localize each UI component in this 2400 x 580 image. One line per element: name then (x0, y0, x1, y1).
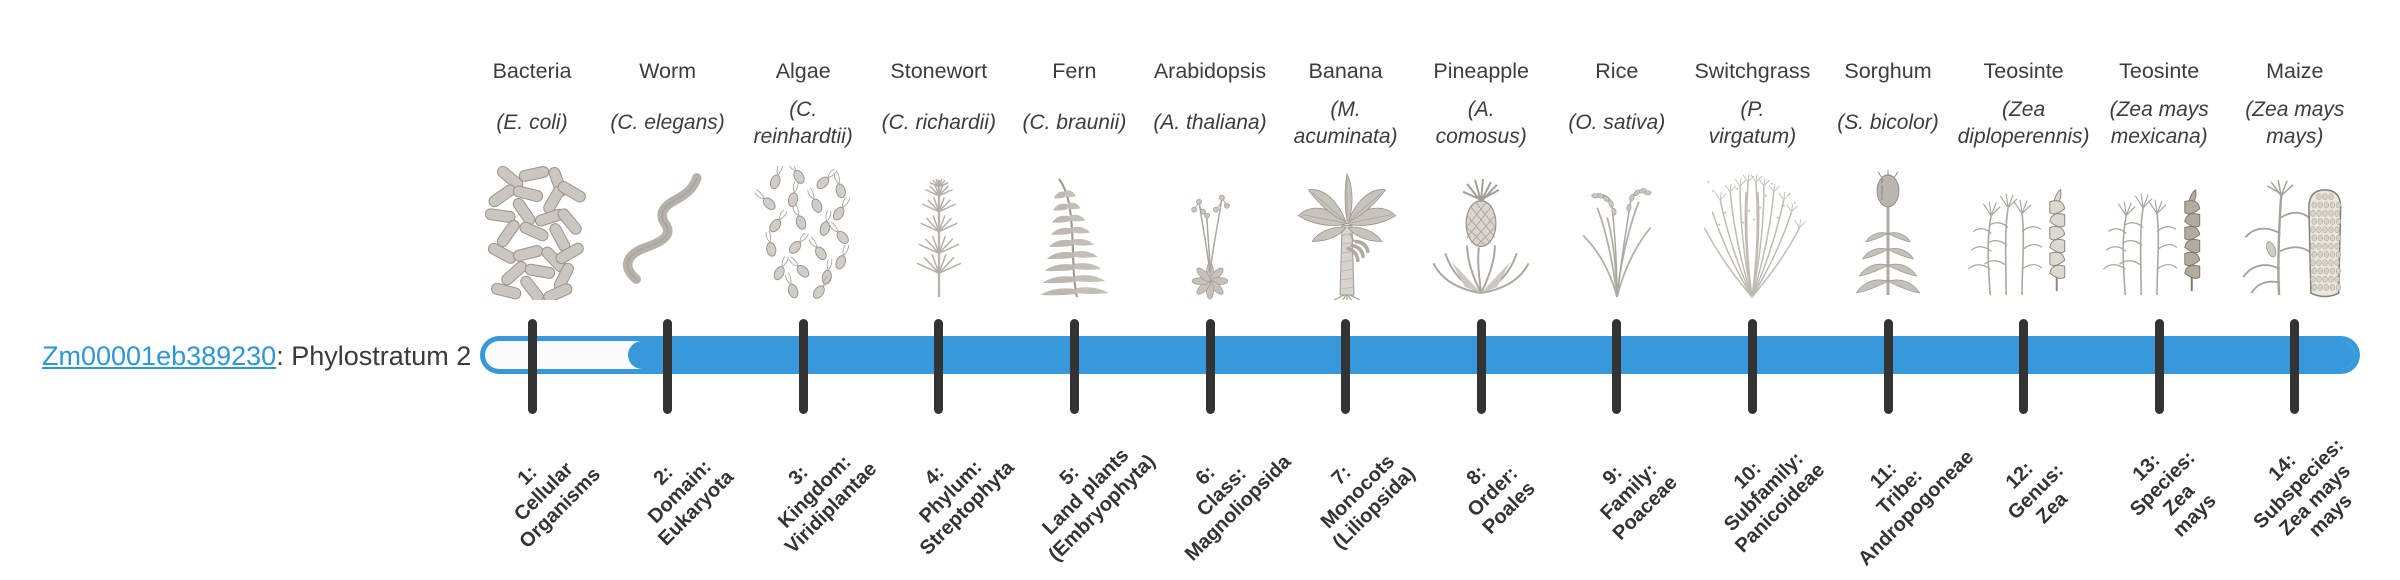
organism-scientific-name: (A. thaliana) (1153, 111, 1267, 135)
stratum-label: 6: Class: Magnoliopsida (1180, 450, 1296, 566)
arabidopsis-icon (1150, 166, 1270, 300)
stratum-label: 9: Family: Poaceae (1595, 459, 1682, 545)
organism-common-name: Rice (1595, 59, 1639, 83)
organism-scientific-name: (M. acuminata) (1293, 97, 1398, 148)
phylostratum-tick (663, 319, 673, 414)
phylostratum-tick (527, 319, 537, 414)
banana-icon (1286, 166, 1406, 300)
stratum-label: 11: Tribe: Andropogoneae (1853, 445, 1978, 570)
rice-icon (1557, 166, 1677, 300)
organism-common-name: Maize (2266, 59, 2324, 83)
phylostratum-tick (1883, 319, 1893, 414)
organism-column-header: Arabidopsis (A. thaliana) (1135, 56, 1285, 158)
organism-column-header: Stonewort (C. richardii) (864, 56, 1014, 158)
algae-icon (743, 166, 863, 300)
organism-common-name: Pineapple (1433, 59, 1529, 83)
organism-column-header: Sorghum (S. bicolor) (1813, 56, 1963, 158)
organism-scientific-name: (C. elegans) (610, 111, 725, 135)
organism-column-header: Algae (C. reinhardtii) (728, 56, 878, 158)
organism-column-header: Worm (C. elegans) (593, 56, 743, 158)
bacteria-icon (472, 166, 592, 300)
organism-column-header: Teosinte (Zea diploperennis) (1949, 56, 2099, 158)
gene-label: Zm00001eb389230: Phylostratum 2 (42, 339, 471, 373)
phylostratum-tick (2154, 319, 2164, 414)
organism-common-name: Algae (775, 59, 831, 83)
organism-scientific-name: (S. bicolor) (1837, 111, 1939, 135)
stratum-label: 10: Subfamily: Panicoideae (1720, 447, 1830, 557)
organism-scientific-name: (O. sativa) (1568, 111, 1666, 135)
phylostratum-tick (934, 319, 944, 414)
stratum-label: 5: Land plants (Embryophyta) (1038, 444, 1160, 566)
gene-id-link[interactable]: Zm00001eb389230 (42, 341, 277, 371)
phylostratum-tick (2290, 319, 2300, 414)
organism-common-name: Fern (1052, 59, 1097, 83)
organism-scientific-name: (Zea diploperennis) (1957, 97, 2090, 148)
stratum-label: 8: Order: Poales (1462, 461, 1540, 539)
switchgrass-icon (1692, 166, 1812, 300)
fern-icon (1014, 166, 1134, 300)
organism-common-name: Teosinte (2119, 59, 2200, 83)
worm-icon (608, 166, 728, 300)
sorghum-icon (1828, 166, 1948, 300)
gene-phylostratum-text: : Phylostratum 2 (276, 341, 472, 371)
organism-common-name: Worm (639, 59, 697, 83)
organism-column-header: Switchgrass (P. virgatum) (1677, 56, 1827, 158)
phylostratum-tick (1612, 319, 1622, 414)
phylostratum-tick (798, 319, 808, 414)
organism-scientific-name: (C. reinhardtii) (753, 97, 853, 148)
stratum-label: 7: Monocots (Liliopsida) (1316, 450, 1419, 554)
teosinte-icon (1964, 166, 2084, 300)
organism-common-name: Sorghum (1844, 59, 1932, 83)
organism-column-header: Fern (C. braunii) (999, 56, 1149, 158)
organism-column-header: Teosinte (Zea mays mexicana) (2084, 56, 2234, 158)
organism-common-name: Stonewort (890, 59, 988, 83)
phylostratum-tick (1747, 319, 1757, 414)
organism-common-name: Teosinte (1983, 59, 2064, 83)
organism-scientific-name: (C. richardii) (881, 111, 996, 135)
phylostratum-tick (1341, 319, 1351, 414)
phylostratum-bar-fill (628, 341, 2355, 369)
stratum-label: 12: Genus: Zea (2001, 457, 2072, 528)
phylostratum-tick (1205, 319, 1215, 414)
organism-scientific-name: (Zea mays mays) (2245, 97, 2345, 148)
stratum-label: 14: Subspecies: Zea mays mays (2249, 434, 2357, 542)
organism-common-name: Banana (1308, 59, 1383, 83)
stratum-label: 3: Kingdom: Viridiplantae (774, 450, 882, 558)
organism-common-name: Bacteria (492, 59, 572, 83)
organism-column-header: Maize (Zea mays mays) (2220, 56, 2370, 158)
stratum-label: 2: Domain: Eukaryota (643, 455, 738, 550)
organism-scientific-name: (A. comosus) (1435, 97, 1527, 148)
organism-column-header: Bacteria (E. coli) (457, 56, 607, 158)
phylostratum-bar-track (480, 336, 2360, 374)
pineapple-icon (1421, 166, 1541, 300)
stonewort-icon (879, 166, 999, 300)
organism-scientific-name: (E. coli) (496, 111, 568, 135)
teosinte-dark-icon (2099, 166, 2219, 300)
organism-scientific-name: (P. virgatum) (1708, 97, 1797, 148)
maize-icon (2235, 166, 2355, 300)
organism-common-name: Arabidopsis (1153, 59, 1267, 83)
stratum-label: 4: Phylum: Streptophyta (914, 456, 1019, 560)
organism-scientific-name: (C. braunii) (1022, 111, 1127, 135)
stratum-label: 1: Cellular Organisms (510, 458, 605, 553)
organism-column-header: Rice (O. sativa) (1542, 56, 1692, 158)
phylostratum-tick (1069, 319, 1079, 414)
organism-scientific-name: (Zea mays mexicana) (2109, 97, 2209, 148)
stratum-label: 13: Species: Zea mays (2125, 446, 2221, 542)
organism-common-name: Switchgrass (1694, 59, 1811, 83)
phylostratum-tick (1476, 319, 1486, 414)
organism-column-header: Pineapple (A. comosus) (1406, 56, 1556, 158)
phylostratum-tick (2019, 319, 2029, 414)
organism-column-header: Banana (M. acuminata) (1271, 56, 1421, 158)
